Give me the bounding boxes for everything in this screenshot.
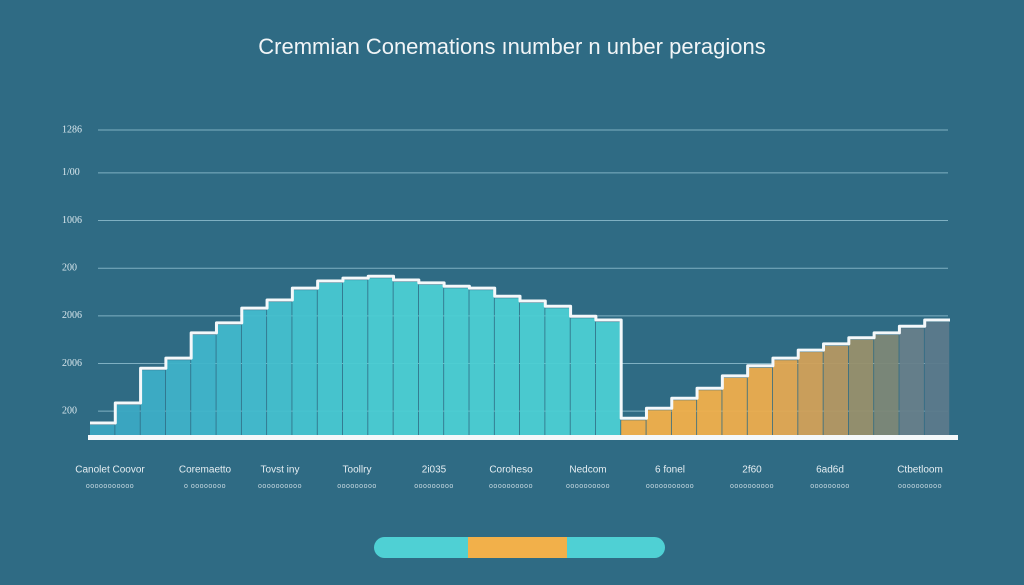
y-tick-label: 1006 — [62, 215, 82, 226]
y-tick-label: 200 — [62, 263, 77, 274]
x-sublabel: oooooooooo — [730, 483, 774, 490]
bar — [317, 282, 343, 435]
bar — [671, 400, 697, 435]
bar — [393, 282, 419, 435]
x-label: 6 fonel — [655, 465, 685, 476]
bar — [444, 288, 469, 435]
x-sublabel: oooooooooo — [489, 483, 533, 490]
bar — [165, 360, 191, 435]
bar — [494, 298, 520, 435]
y-tick-label: 2006 — [62, 310, 82, 321]
bar — [115, 404, 140, 435]
bar — [646, 410, 671, 435]
x-label: Ctbetloom — [897, 465, 943, 476]
bar — [342, 280, 368, 435]
x-sublabel: oooooooooo — [566, 483, 610, 490]
x-label: Coroheso — [489, 465, 533, 476]
bar — [697, 390, 722, 435]
bar — [772, 360, 798, 435]
x-sublabel: ooooooooo — [414, 483, 454, 490]
bar — [924, 322, 950, 435]
baseline — [88, 435, 958, 440]
y-tick-label: 2006 — [62, 358, 82, 369]
y-tick-label: 200 — [62, 405, 77, 416]
bar — [90, 424, 115, 435]
bar — [418, 284, 444, 435]
slider[interactable] — [374, 537, 665, 558]
bar — [241, 310, 267, 435]
bar — [216, 324, 241, 435]
x-label: Coremaetto — [179, 465, 232, 476]
bar — [899, 328, 924, 435]
bar — [823, 345, 849, 435]
chart-title: Cremmian Conemations ınumber n unber per… — [258, 34, 765, 59]
bar — [267, 302, 292, 435]
x-sublabel: oooooooooo — [258, 483, 302, 490]
x-label: Canolet Coovor — [75, 465, 145, 476]
bar — [798, 352, 823, 435]
bar — [570, 318, 596, 435]
bar — [874, 334, 899, 435]
bar — [520, 302, 545, 435]
x-sublabel: ooooooooo — [337, 483, 377, 490]
x-sublabel: oooooooooo — [898, 483, 942, 490]
y-tick-label: 1/00 — [62, 167, 80, 178]
x-label: Nedcom — [569, 465, 606, 476]
bar — [469, 290, 494, 435]
x-label: 6ad6d — [816, 465, 844, 476]
x-label: Toollry — [343, 465, 372, 476]
x-label: 2f60 — [742, 465, 762, 476]
x-sublabel: ooooooooooo — [86, 483, 134, 490]
x-sublabel: o oooooooo — [184, 483, 226, 490]
x-label: 2i035 — [422, 465, 447, 476]
bar-outline — [90, 274, 950, 425]
bar — [595, 322, 621, 435]
bar — [621, 420, 646, 435]
bar — [292, 290, 317, 435]
x-sublabel: ooooooooo — [810, 483, 850, 490]
slider-thumb[interactable] — [468, 537, 567, 558]
bar — [545, 308, 570, 435]
bar — [191, 334, 216, 435]
bar — [140, 370, 166, 435]
bar — [747, 367, 773, 435]
bar — [368, 278, 393, 435]
bars — [90, 278, 950, 435]
bar — [848, 339, 874, 435]
x-label: Tovst iny — [261, 465, 300, 476]
x-sublabel: ooooooooooo — [646, 483, 694, 490]
y-tick-label: 1286 — [62, 124, 82, 135]
bar — [722, 377, 747, 435]
